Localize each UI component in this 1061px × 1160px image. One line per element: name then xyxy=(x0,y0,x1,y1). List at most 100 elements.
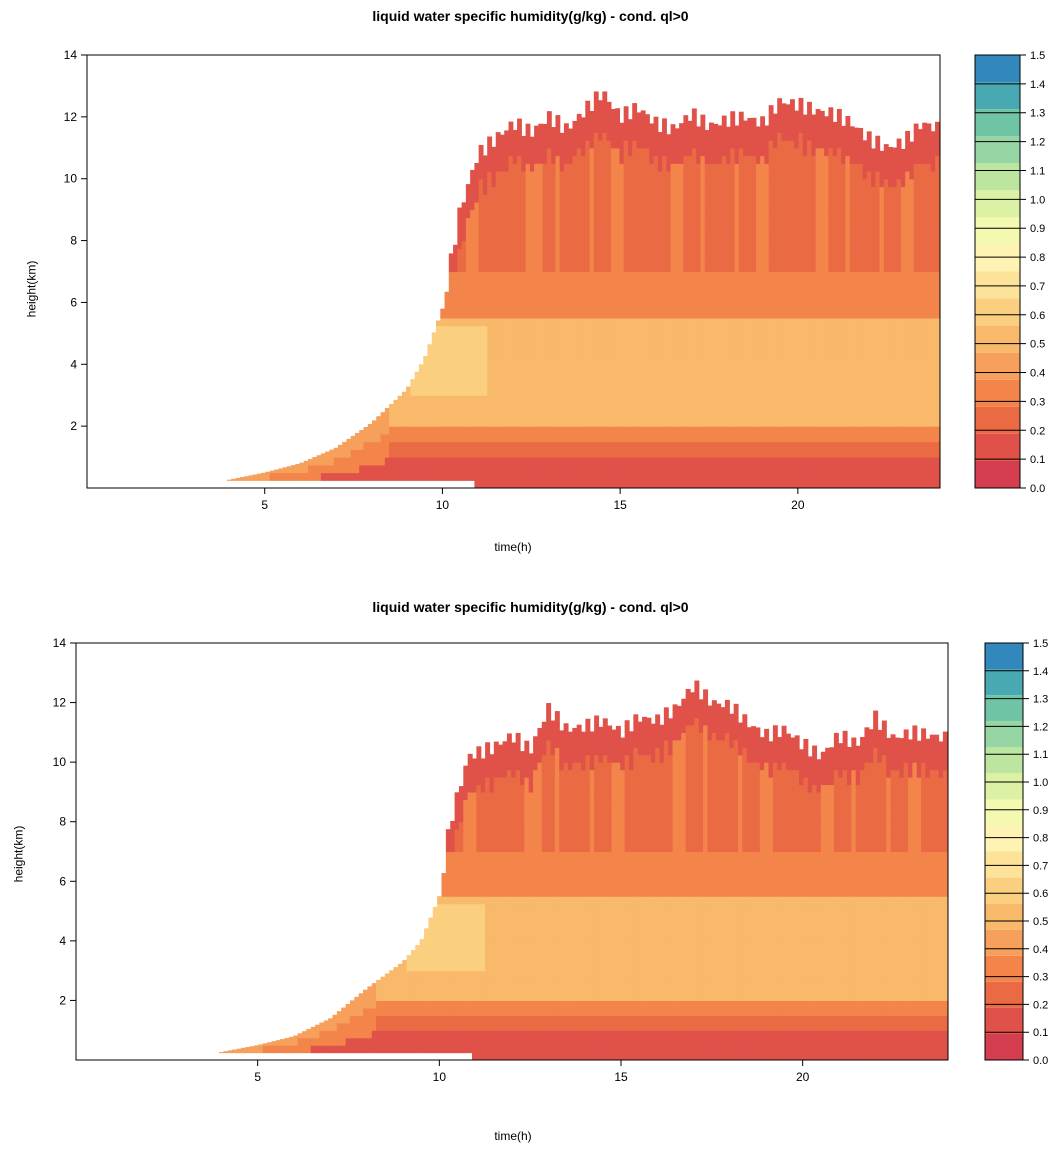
heatmap-cell xyxy=(696,163,702,172)
heatmap-cell xyxy=(841,426,847,435)
heatmap-cell xyxy=(606,178,612,188)
heatmap-cell xyxy=(794,457,800,466)
heatmap-cell xyxy=(657,418,663,427)
heatmap-cell xyxy=(841,395,847,404)
heatmap-cell xyxy=(657,356,663,365)
heatmap-cell xyxy=(478,263,484,273)
heatmap-cell xyxy=(662,472,667,481)
heatmap-cell xyxy=(418,464,424,474)
heatmap-cell xyxy=(768,364,774,373)
heatmap-cell xyxy=(691,248,697,257)
heatmap-cell xyxy=(811,410,817,420)
heatmap-cell xyxy=(649,140,655,149)
heatmap-cell xyxy=(691,379,697,389)
heatmap-cell xyxy=(743,286,748,296)
heatmap-cell xyxy=(785,232,791,242)
heatmap-cell xyxy=(811,464,817,474)
heatmap-cell xyxy=(666,356,672,365)
heatmap-cell xyxy=(482,410,488,420)
heatmap-cell xyxy=(563,325,569,334)
heatmap-cell xyxy=(487,426,493,435)
heatmap-cell xyxy=(836,170,842,180)
heatmap-cell xyxy=(431,441,437,450)
heatmap-cell xyxy=(593,402,599,412)
heatmap-cell xyxy=(640,279,646,288)
heatmap-cell xyxy=(598,132,603,141)
heatmap-cell xyxy=(256,473,262,481)
heatmap-cell xyxy=(517,170,522,180)
heatmap-cell xyxy=(623,457,629,466)
heatmap-cell xyxy=(572,163,578,172)
heatmap-cell xyxy=(632,225,638,234)
heatmap-cell xyxy=(730,201,736,211)
heatmap-cell xyxy=(777,124,783,133)
heatmap-cell xyxy=(794,263,800,273)
heatmap-cell xyxy=(414,371,420,373)
heatmap-cell xyxy=(649,124,655,133)
heatmap-cell xyxy=(858,418,864,427)
heatmap-cell xyxy=(794,225,800,234)
heatmap-cell xyxy=(632,333,638,342)
heatmap-cell xyxy=(819,302,825,311)
heatmap-cell xyxy=(563,294,569,304)
heatmap-cell xyxy=(427,418,433,427)
heatmap-cell xyxy=(538,240,544,249)
heatmap-cell xyxy=(282,472,288,481)
heatmap-cell xyxy=(606,441,612,450)
heatmap-cell xyxy=(708,356,714,365)
heatmap-cell xyxy=(708,410,714,420)
heatmap-cell xyxy=(764,426,770,435)
heatmap-cell xyxy=(487,348,493,358)
heatmap-cell xyxy=(568,480,574,488)
heatmap-cell xyxy=(794,240,800,249)
heatmap-cell xyxy=(517,441,522,450)
heatmap-cell xyxy=(585,457,591,466)
heatmap-cell xyxy=(576,348,582,358)
heatmap-cell xyxy=(768,441,774,450)
heatmap-cell xyxy=(691,472,697,481)
heatmap-cell xyxy=(478,294,484,304)
heatmap-cell xyxy=(815,155,821,164)
heatmap-cell xyxy=(845,248,851,257)
heatmap-cell xyxy=(525,248,531,257)
heatmap-cell xyxy=(517,225,522,234)
heatmap-cell xyxy=(529,140,535,149)
heatmap-cell xyxy=(615,248,621,257)
heatmap-cell xyxy=(853,201,859,211)
heatmap-cell xyxy=(465,441,471,450)
heatmap-cell xyxy=(598,341,603,350)
heatmap-cell xyxy=(679,178,684,188)
heatmap-cell xyxy=(453,294,458,304)
heatmap-cell xyxy=(593,410,599,420)
heatmap-cell xyxy=(772,186,778,195)
heatmap-cell xyxy=(521,240,527,249)
heatmap-cell xyxy=(751,395,757,404)
heatmap-cell xyxy=(440,308,446,311)
heatmap-cell xyxy=(457,248,463,257)
heatmap-cell xyxy=(679,248,684,257)
heatmap-cell xyxy=(589,201,595,211)
heatmap-cell xyxy=(619,201,625,211)
heatmap-cell xyxy=(487,136,493,141)
heatmap-cell xyxy=(542,333,548,342)
heatmap-cell xyxy=(802,433,808,443)
heatmap-cell xyxy=(730,124,736,133)
heatmap-cell xyxy=(615,286,621,296)
heatmap-cell xyxy=(427,379,433,389)
heatmap-cell xyxy=(632,441,638,450)
heatmap-cell xyxy=(679,132,684,141)
heatmap-cell xyxy=(610,441,616,450)
heatmap-cell xyxy=(828,317,834,327)
heatmap-cell xyxy=(542,364,548,373)
heatmap-cell xyxy=(777,232,783,242)
heatmap-cell xyxy=(636,426,642,435)
heatmap-cell xyxy=(585,402,591,412)
heatmap-cell xyxy=(717,472,723,481)
heatmap-cell xyxy=(623,106,629,110)
heatmap-cell xyxy=(790,449,795,458)
heatmap-cell xyxy=(836,140,842,149)
heatmap-cell xyxy=(542,410,548,420)
heatmap-cell xyxy=(836,302,842,311)
heatmap-cell xyxy=(623,256,629,265)
heatmap-cell xyxy=(662,410,667,420)
